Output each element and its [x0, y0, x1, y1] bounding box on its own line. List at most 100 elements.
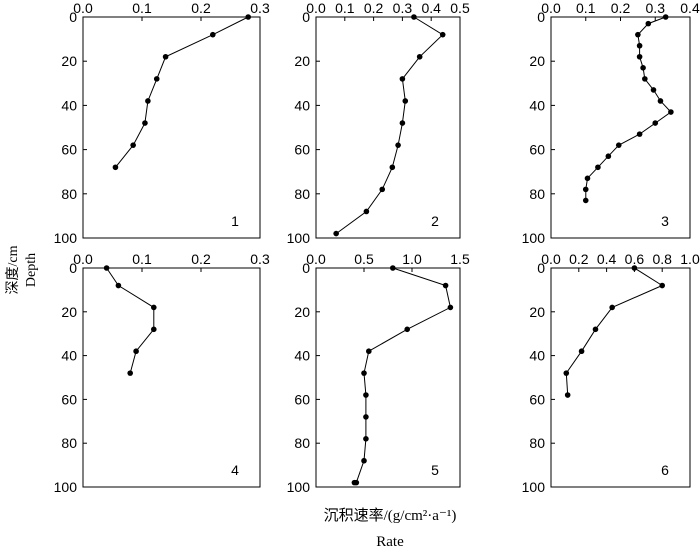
- x-tick-label: 0.8: [652, 251, 672, 267]
- data-point: [635, 31, 641, 38]
- y-tick-label: 60: [294, 142, 310, 158]
- y-tick-label: 80: [61, 186, 77, 202]
- data-point: [142, 120, 148, 126]
- data-point: [605, 153, 612, 160]
- y-tick-label: 40: [529, 348, 545, 364]
- y-tick-label: 80: [529, 186, 545, 202]
- x-tick-label: 1.5: [450, 251, 470, 267]
- y-tick-label: 20: [61, 304, 77, 320]
- y-tick-label: 40: [61, 97, 77, 113]
- data-point: [447, 304, 454, 311]
- panel-number: 4: [231, 462, 239, 478]
- data-point: [389, 164, 396, 171]
- x-tick-label: 0.0: [306, 0, 326, 16]
- data-point: [399, 76, 406, 82]
- data-point: [151, 304, 157, 311]
- y-tick-label: 0: [302, 9, 310, 25]
- x-tick-label: 0.2: [364, 0, 384, 16]
- panel-number: 6: [661, 462, 669, 478]
- data-point: [103, 265, 110, 271]
- data-point: [363, 436, 369, 442]
- data-point: [153, 76, 160, 82]
- y-tick-label: 0: [302, 260, 310, 276]
- x-tick-label: 0.0: [73, 0, 93, 16]
- x-tick-label: 1.0: [402, 251, 422, 267]
- y-tick-label: 100: [54, 479, 78, 495]
- data-point: [439, 31, 446, 38]
- data-point: [668, 109, 674, 115]
- panel-frame: [550, 267, 691, 488]
- data-point: [333, 230, 339, 237]
- data-point: [399, 120, 406, 126]
- panel-number: 3: [661, 213, 669, 229]
- data-point: [592, 326, 599, 333]
- x-tick-label: 0.1: [132, 0, 152, 16]
- series-line: [585, 16, 672, 201]
- y-tick-label: 80: [61, 435, 77, 451]
- x-tick-label: 0.3: [250, 251, 270, 267]
- data-point: [595, 164, 601, 171]
- x-tick-label: 0.1: [335, 0, 355, 16]
- x-tick-label: 0.0: [306, 251, 326, 267]
- series-line: [106, 267, 155, 374]
- y-tick-label: 20: [294, 53, 310, 69]
- y-tick-label: 40: [529, 97, 545, 113]
- data-point: [363, 414, 369, 420]
- y-tick-label: 100: [54, 230, 78, 246]
- x-tick-label: 0.0: [541, 0, 561, 16]
- y-tick-label: 60: [529, 142, 545, 158]
- y-tick-label: 100: [522, 479, 546, 495]
- data-point: [390, 265, 396, 271]
- series-line: [354, 267, 451, 484]
- y-tick-label: 100: [287, 230, 311, 246]
- x-tick-label: 0.4: [680, 0, 700, 16]
- y-tick-label: 0: [537, 260, 545, 276]
- data-point: [636, 42, 643, 49]
- panel-frame: [82, 16, 261, 239]
- x-tick-label: 0.5: [450, 0, 470, 16]
- x-tick-label: 0.6: [625, 251, 645, 267]
- y-tick-label: 40: [294, 97, 310, 113]
- data-point: [642, 76, 648, 82]
- data-point: [395, 142, 401, 148]
- data-point: [361, 457, 367, 464]
- y-tick-label: 40: [61, 348, 77, 364]
- y-tick-label: 80: [529, 435, 545, 451]
- y-tick-label: 0: [69, 260, 77, 276]
- data-point: [210, 31, 216, 38]
- x-tick-label: 0.2: [191, 0, 211, 16]
- data-point: [442, 282, 449, 289]
- x-tick-label: 0.2: [191, 251, 211, 267]
- x-axis-label-english: Rate: [376, 534, 404, 550]
- data-point: [115, 282, 122, 289]
- data-point: [631, 265, 638, 271]
- y-tick-label: 100: [287, 479, 311, 495]
- panel-frame: [315, 267, 461, 488]
- data-point: [145, 98, 151, 104]
- data-point: [162, 53, 169, 60]
- x-tick-label: 0.5: [354, 251, 374, 267]
- y-tick-label: 20: [61, 53, 77, 69]
- y-tick-label: 60: [294, 391, 310, 407]
- data-point: [582, 186, 589, 193]
- y-tick-label: 60: [61, 142, 77, 158]
- y-tick-label: 40: [294, 348, 310, 364]
- panel-frame: [315, 16, 461, 239]
- panel-5: 0.0 0.5 1.0 1.5 0 20 40 60 80 100 5: [287, 251, 470, 495]
- panel-frame: [550, 16, 691, 239]
- panel-number: 2: [431, 213, 439, 229]
- y-tick-label: 60: [61, 391, 77, 407]
- panel-number: 1: [231, 213, 239, 229]
- x-tick-label: 0.4: [597, 251, 617, 267]
- y-tick-label: 0: [69, 9, 77, 25]
- panel-4: 0.0 0.1 0.2 0.3 0 20 40 60 80 100 4: [54, 251, 270, 495]
- data-point: [578, 348, 585, 355]
- x-tick-label: 0.1: [576, 0, 596, 16]
- y-tick-label: 20: [529, 53, 545, 69]
- data-point: [636, 131, 643, 137]
- data-point: [636, 53, 643, 60]
- data-point: [564, 392, 571, 398]
- panel-2: 0.0 0.1 0.2 0.3 0.4 0.5 0 20 40 60 80 100 2: [287, 0, 470, 246]
- y-axis-label-english: Depth: [24, 252, 39, 288]
